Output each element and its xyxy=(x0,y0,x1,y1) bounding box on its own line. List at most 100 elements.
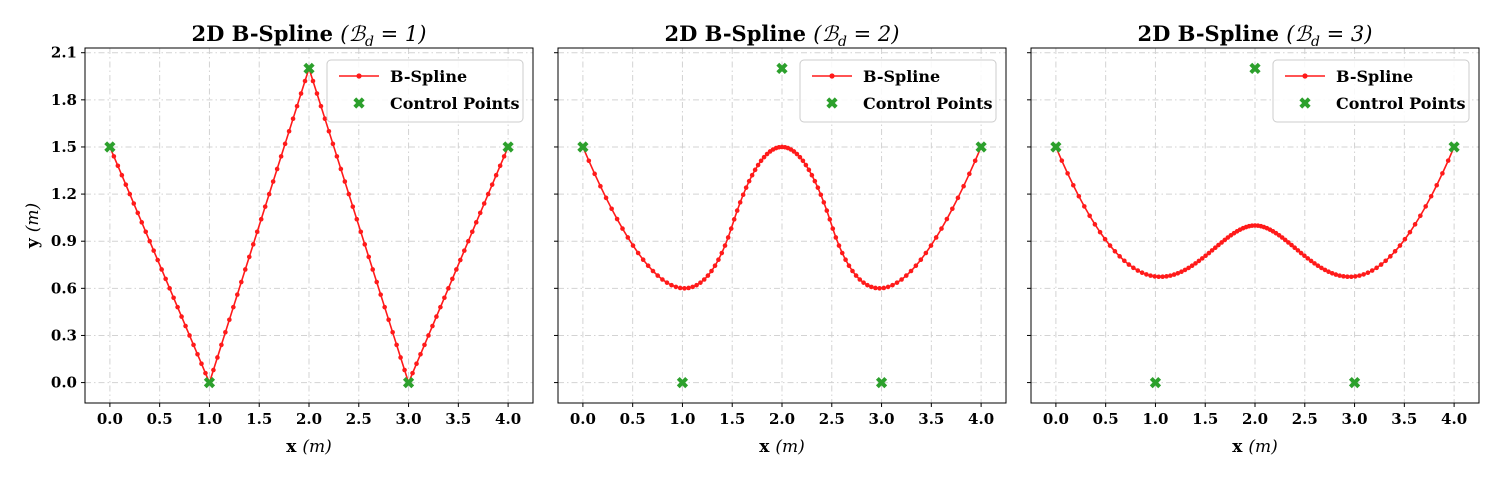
control-point-marker xyxy=(1149,376,1162,389)
spline-point xyxy=(933,235,939,240)
spline-point xyxy=(1440,171,1445,176)
spline-point xyxy=(1289,242,1294,248)
spline-point xyxy=(645,263,651,269)
spline-point xyxy=(861,280,866,285)
spline-point xyxy=(1148,273,1153,278)
spline-point xyxy=(422,342,427,348)
spline-point xyxy=(800,158,806,164)
x-tick-label: 3.0 xyxy=(1342,410,1368,428)
spline-point xyxy=(1186,265,1191,271)
spline-point xyxy=(246,254,252,260)
x-tick-label: 1.0 xyxy=(1142,410,1168,428)
x-tick-label: 4.0 xyxy=(495,410,521,428)
control-point-marker xyxy=(303,62,315,75)
x-tick-label: 0.0 xyxy=(97,410,123,428)
spline-point xyxy=(899,277,904,282)
spline-point xyxy=(1156,274,1161,280)
spline-point xyxy=(650,268,656,274)
spline-point xyxy=(809,172,815,178)
spline-point xyxy=(625,235,631,240)
x-tick-label: 1.5 xyxy=(719,410,745,428)
spline-point xyxy=(603,195,609,201)
spline-point xyxy=(250,242,256,247)
spline-point xyxy=(1428,193,1434,199)
y-tick-label: 0.6 xyxy=(51,279,77,297)
spline-point xyxy=(151,248,156,253)
spline-point xyxy=(609,206,614,212)
spline-point xyxy=(894,280,900,285)
spline-point xyxy=(458,257,463,263)
spline-point xyxy=(1102,236,1108,242)
spline-point xyxy=(1388,254,1393,259)
spline-point xyxy=(1126,262,1132,267)
spline-point xyxy=(374,279,380,285)
spline-point xyxy=(446,286,451,291)
x-tick-label: 0.5 xyxy=(147,410,173,428)
spline-point xyxy=(1282,237,1288,243)
spline-point xyxy=(1222,237,1228,243)
control-point-marker xyxy=(402,376,415,389)
control-point-marker xyxy=(776,62,788,75)
spline-point xyxy=(442,295,447,301)
spline-point xyxy=(865,282,870,288)
spline-point xyxy=(489,182,495,187)
spline-point xyxy=(358,229,364,235)
spline-point xyxy=(310,78,316,84)
legend-control-marker xyxy=(1299,97,1311,109)
spline-point xyxy=(338,166,344,172)
spline-point xyxy=(701,277,707,282)
spline-point xyxy=(1319,265,1324,271)
y-tick-label: 1.2 xyxy=(51,185,77,203)
spline-point xyxy=(709,268,714,274)
spline-point xyxy=(664,280,670,285)
control-point-marker xyxy=(1348,376,1361,389)
spline-point xyxy=(815,185,821,190)
spline-point xyxy=(836,243,842,248)
spline-point xyxy=(1383,258,1388,264)
spline-point xyxy=(1076,193,1082,199)
y-tick-label: 1.5 xyxy=(51,138,77,156)
plot-area-frame xyxy=(84,47,534,404)
spline-point xyxy=(881,285,887,291)
spline-point xyxy=(203,370,208,376)
spline-point xyxy=(1341,274,1346,279)
x-tick-label: 2.0 xyxy=(296,410,322,428)
spline-point xyxy=(266,191,272,197)
spline-point xyxy=(698,280,703,285)
x-tick-label: 3.5 xyxy=(918,410,944,428)
spline-point xyxy=(1070,182,1076,188)
spline-point xyxy=(1286,240,1291,245)
spline-point xyxy=(918,257,924,263)
spline-point xyxy=(1097,229,1103,235)
spline-point xyxy=(967,171,972,177)
spline-point xyxy=(155,257,160,263)
spline-point xyxy=(635,250,641,256)
spline-series xyxy=(580,144,984,291)
spline-point xyxy=(1135,268,1141,273)
spline-point xyxy=(873,285,878,291)
spline-point xyxy=(1392,249,1398,254)
spline-point xyxy=(586,158,592,164)
spline-point xyxy=(485,191,491,197)
spline-point xyxy=(955,195,961,201)
spline-point xyxy=(1295,248,1301,253)
spline-point xyxy=(731,217,737,222)
x-tick-label: 3.0 xyxy=(869,410,895,428)
legend-control-marker xyxy=(353,97,365,109)
legend-control-marker xyxy=(826,97,838,109)
spline-point xyxy=(944,216,950,222)
spline-point xyxy=(1087,213,1092,219)
spline-point xyxy=(1329,270,1335,276)
spline-point xyxy=(749,172,755,178)
spline-point xyxy=(673,284,679,290)
legend-label-control-points: Control Points xyxy=(1336,94,1466,113)
spline-point xyxy=(219,342,224,348)
x-tick-label: 2.0 xyxy=(1242,410,1268,428)
spline-point xyxy=(1369,268,1375,273)
x-tick-label: 0.5 xyxy=(1093,410,1119,428)
x-tick-label: 2.5 xyxy=(819,410,845,428)
spline-point xyxy=(857,277,863,282)
spline-point xyxy=(123,182,129,187)
spline-point xyxy=(434,314,439,319)
